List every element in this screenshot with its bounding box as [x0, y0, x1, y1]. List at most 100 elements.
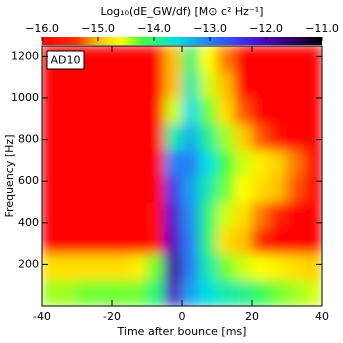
heatmap-cell — [269, 71, 288, 99]
heatmap-cell — [164, 46, 183, 73]
x-tick-label: 0 — [179, 310, 186, 323]
heatmap-cell — [199, 175, 218, 203]
heatmap-cell — [42, 201, 60, 229]
heatmap-cell — [304, 97, 322, 125]
heatmap-cell — [304, 46, 322, 73]
heatmap-cell — [269, 227, 288, 255]
heatmap-cell — [146, 227, 165, 255]
heatmap-cell — [59, 123, 78, 151]
heatmap-cell — [286, 175, 305, 203]
heatmap-cell — [199, 227, 218, 255]
heatmap-cell — [304, 279, 322, 306]
heatmap-cell — [59, 201, 78, 229]
heatmap-cell — [251, 201, 270, 229]
heatmap-cell — [42, 175, 60, 203]
heatmap-cell — [199, 253, 218, 281]
heatmap-cell — [269, 279, 288, 306]
heatmap-cell — [146, 201, 165, 229]
annotation-box — [46, 50, 85, 70]
x-tick-label: -40 — [33, 310, 51, 323]
heatmap-cell — [129, 253, 148, 281]
heatmap-cell — [251, 149, 270, 177]
heatmap-cell — [216, 279, 235, 306]
heatmap-cell — [129, 46, 148, 73]
heatmap-cell — [216, 253, 235, 281]
heatmap-cell — [269, 201, 288, 229]
heatmap-cell — [129, 227, 148, 255]
heatmap-cell — [251, 175, 270, 203]
heatmap-cell — [181, 149, 200, 177]
y-tick-label: 200 — [18, 257, 39, 270]
heatmap-cell — [234, 175, 253, 203]
heatmap-cell — [181, 46, 200, 73]
heatmap-cell — [216, 123, 235, 151]
heatmap-cell — [59, 97, 78, 125]
heatmap-cell — [94, 227, 113, 255]
heatmap-cell — [42, 123, 60, 151]
heatmap-cell — [164, 279, 183, 306]
heatmap-cell — [129, 149, 148, 177]
heatmap-cell — [216, 97, 235, 125]
heatmap-cell — [76, 123, 95, 151]
heatmap-cell — [286, 149, 305, 177]
x-tick-label: 40 — [315, 310, 329, 323]
heatmap-cell — [269, 175, 288, 203]
heatmap-cell — [94, 279, 113, 306]
heatmap-cell — [76, 201, 95, 229]
heatmap-cell — [129, 201, 148, 229]
heatmap-cell — [304, 227, 322, 255]
heatmap-cell — [111, 279, 130, 306]
heatmap-cell — [269, 253, 288, 281]
heatmap-cell — [146, 97, 165, 125]
heatmap-cell — [129, 123, 148, 151]
heatmap-cell — [251, 97, 270, 125]
heatmap-cell — [94, 71, 113, 99]
colorbar-tick-label: −11.0 — [305, 22, 339, 35]
heatmap-cell — [42, 253, 60, 281]
y-tick-label: 800 — [18, 133, 39, 146]
heatmap-cell — [181, 123, 200, 151]
heatmap-cell — [76, 279, 95, 306]
heatmap-cell — [129, 97, 148, 125]
x-tick-label: 20 — [245, 310, 259, 323]
heatmap-cell — [42, 71, 60, 99]
heatmap-cell — [216, 71, 235, 99]
heatmap-cell — [251, 227, 270, 255]
y-tick-label: 1200 — [11, 49, 39, 62]
colorbar-tick-label: −15.0 — [81, 22, 115, 35]
heatmap-cell — [164, 149, 183, 177]
heatmap-cell — [76, 71, 95, 99]
heatmap-cell — [42, 149, 60, 177]
heatmap-cell — [111, 175, 130, 203]
heatmap-cell — [269, 149, 288, 177]
heatmap-cell — [59, 279, 78, 306]
heatmap-cell — [59, 227, 78, 255]
heatmap-cell — [304, 149, 322, 177]
heatmap-cell — [146, 279, 165, 306]
heatmap-cell — [164, 71, 183, 99]
heatmap-cell — [94, 175, 113, 203]
heatmap-cell — [286, 97, 305, 125]
heatmap-cell — [111, 201, 130, 229]
heatmap-cell — [234, 46, 253, 73]
heatmap-cell — [199, 279, 218, 306]
heatmap-cell — [216, 149, 235, 177]
heatmap-cell — [199, 123, 218, 151]
heatmap-cell — [146, 149, 165, 177]
heatmap-cell — [251, 123, 270, 151]
heatmap-cell — [304, 175, 322, 203]
heatmap-cell — [234, 123, 253, 151]
heatmap-cell — [199, 71, 218, 99]
heatmap-cell — [234, 227, 253, 255]
heatmap-cell — [164, 123, 183, 151]
heatmap-cell — [146, 46, 165, 73]
heatmap-cell — [199, 201, 218, 229]
heatmap-cell — [59, 149, 78, 177]
heatmap-cell — [234, 253, 253, 281]
heatmap-cell — [164, 97, 183, 125]
heatmap-cell — [94, 253, 113, 281]
heatmap-cell — [111, 253, 130, 281]
heatmap-cell — [304, 253, 322, 281]
heatmap-cell — [286, 46, 305, 73]
